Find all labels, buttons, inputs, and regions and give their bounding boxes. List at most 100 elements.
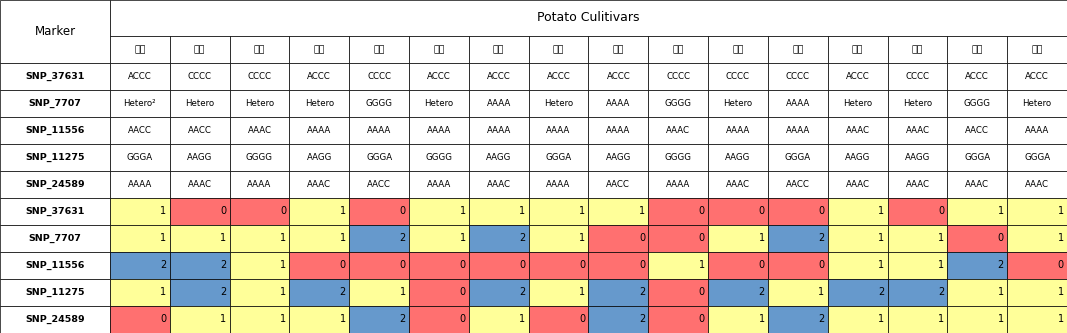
- Text: ACCC: ACCC: [1025, 72, 1049, 81]
- Bar: [110, 36, 170, 63]
- Text: 1: 1: [878, 233, 885, 243]
- Text: 1: 1: [340, 206, 346, 216]
- Bar: [170, 117, 229, 144]
- Bar: [349, 225, 409, 252]
- Text: 1: 1: [878, 314, 885, 324]
- Text: 조원: 조원: [134, 45, 145, 54]
- Bar: [349, 306, 409, 333]
- Text: GGGA: GGGA: [127, 153, 153, 162]
- Text: 1: 1: [938, 260, 944, 270]
- Text: GGGA: GGGA: [965, 153, 990, 162]
- Text: AAAA: AAAA: [367, 126, 392, 135]
- Bar: [947, 36, 1007, 63]
- Bar: [947, 90, 1007, 117]
- Text: 2: 2: [998, 260, 1004, 270]
- Text: AAAC: AAAC: [966, 180, 989, 189]
- Text: 0: 0: [579, 260, 585, 270]
- Text: AAAA: AAAA: [606, 126, 631, 135]
- Text: 2: 2: [938, 287, 944, 297]
- Bar: [589, 279, 649, 306]
- Text: 남서: 남서: [972, 45, 983, 54]
- Bar: [649, 63, 708, 90]
- Bar: [528, 198, 589, 225]
- Bar: [528, 306, 589, 333]
- Bar: [947, 306, 1007, 333]
- Bar: [229, 63, 289, 90]
- Text: Hetero: Hetero: [903, 99, 931, 108]
- Text: GGGG: GGGG: [366, 99, 393, 108]
- Text: 대서: 대서: [314, 45, 325, 54]
- Bar: [649, 117, 708, 144]
- Bar: [110, 117, 170, 144]
- Bar: [468, 252, 528, 279]
- Text: 0: 0: [818, 206, 825, 216]
- Bar: [828, 306, 888, 333]
- Text: 1: 1: [878, 206, 885, 216]
- Text: 수미: 수미: [792, 45, 803, 54]
- Bar: [229, 198, 289, 225]
- Bar: [828, 144, 888, 171]
- Bar: [708, 198, 768, 225]
- Text: 0: 0: [280, 206, 286, 216]
- Text: 2: 2: [399, 314, 405, 324]
- Bar: [649, 171, 708, 198]
- Text: 1: 1: [579, 287, 585, 297]
- Bar: [528, 252, 589, 279]
- Text: SNP_24589: SNP_24589: [26, 315, 84, 324]
- Text: 0: 0: [759, 260, 765, 270]
- Text: 0: 0: [220, 206, 226, 216]
- Bar: [229, 252, 289, 279]
- Bar: [1007, 225, 1067, 252]
- Bar: [828, 117, 888, 144]
- Text: ACCC: ACCC: [487, 72, 511, 81]
- Text: AAGG: AAGG: [905, 153, 930, 162]
- Text: 1: 1: [1057, 287, 1064, 297]
- Bar: [589, 306, 649, 333]
- Text: 추백: 추백: [373, 45, 385, 54]
- Bar: [528, 117, 589, 144]
- Bar: [768, 252, 828, 279]
- Bar: [110, 225, 170, 252]
- Bar: [110, 171, 170, 198]
- Text: 세풍: 세풍: [1032, 45, 1042, 54]
- Bar: [828, 252, 888, 279]
- Text: AAAC: AAAC: [487, 180, 511, 189]
- Bar: [1007, 90, 1067, 117]
- Text: 0: 0: [400, 206, 405, 216]
- Text: 1: 1: [759, 233, 765, 243]
- Text: ACCC: ACCC: [966, 72, 989, 81]
- Bar: [828, 63, 888, 90]
- Bar: [947, 117, 1007, 144]
- Bar: [110, 0, 1067, 36]
- Bar: [589, 252, 649, 279]
- Text: 자영: 자영: [672, 45, 684, 54]
- Bar: [1007, 279, 1067, 306]
- Bar: [828, 225, 888, 252]
- Text: 조풍: 조풍: [493, 45, 505, 54]
- Bar: [0, 144, 110, 171]
- Bar: [1007, 306, 1067, 333]
- Bar: [649, 90, 708, 117]
- Text: AAAA: AAAA: [785, 99, 810, 108]
- Bar: [229, 36, 289, 63]
- Bar: [947, 225, 1007, 252]
- Text: 2: 2: [339, 287, 346, 297]
- Text: CCCC: CCCC: [726, 72, 750, 81]
- Bar: [229, 306, 289, 333]
- Text: SNP_24589: SNP_24589: [26, 180, 84, 189]
- Text: 1: 1: [460, 233, 465, 243]
- Bar: [0, 63, 110, 90]
- Bar: [409, 198, 468, 225]
- Text: 1: 1: [938, 233, 944, 243]
- Text: AAAA: AAAA: [785, 126, 810, 135]
- Bar: [649, 306, 708, 333]
- Bar: [589, 144, 649, 171]
- Bar: [708, 63, 768, 90]
- Text: 1: 1: [400, 287, 405, 297]
- Bar: [708, 279, 768, 306]
- Text: 0: 0: [998, 233, 1004, 243]
- Text: 1: 1: [759, 314, 765, 324]
- Bar: [468, 36, 528, 63]
- Bar: [349, 63, 409, 90]
- Bar: [1007, 144, 1067, 171]
